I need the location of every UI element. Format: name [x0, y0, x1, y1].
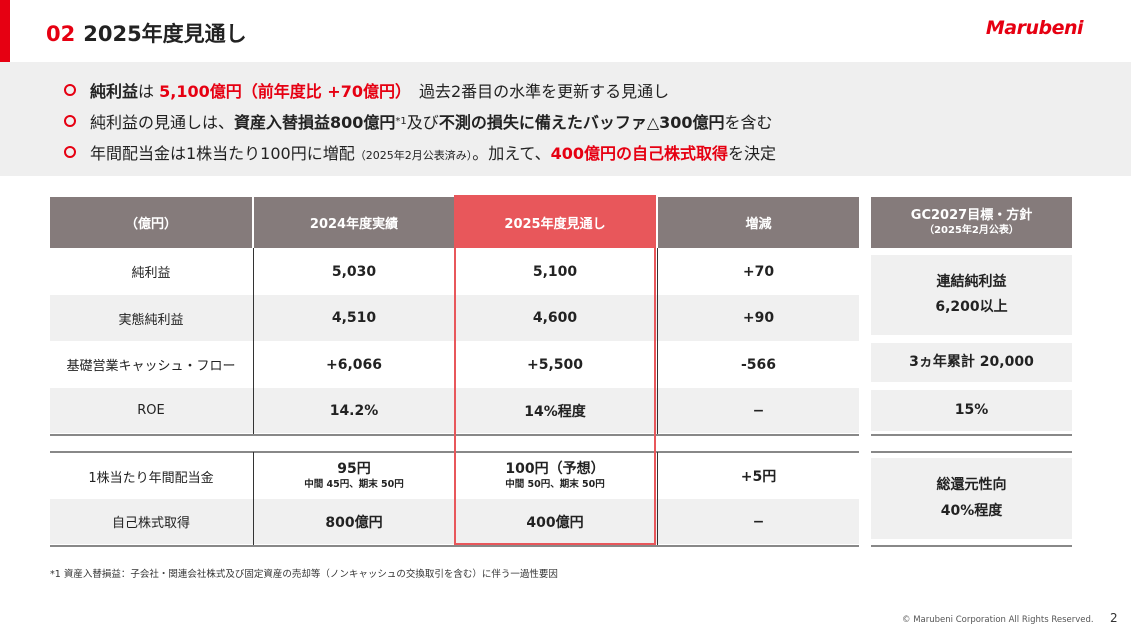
- bullet-text: を決定: [728, 144, 777, 163]
- row-label-dividend: 1株当たり年間配当金: [88, 470, 214, 486]
- gc2027-payout-value: 40%程度: [940, 502, 1003, 519]
- col-header-unit: （億円）: [50, 197, 252, 248]
- cell-fy2024: 800億円: [325, 514, 383, 531]
- bullet-emphasis: 資産入替損益800億円: [234, 113, 396, 132]
- bullet-circle-icon: [64, 84, 76, 96]
- summary-bullet-3: 年間配当金は1株当たり100円に増配（2025年2月公表済み）。加えて、400億…: [64, 140, 776, 164]
- bullet-circle-icon: [64, 146, 76, 158]
- bullet-circle-icon: [64, 115, 76, 127]
- bullet-emphasis: 不測の損失に備えたバッファ△300億円: [438, 113, 725, 132]
- summary-bullet-2: 純利益の見通しは、資産入替損益800億円*1及び不測の損失に備えたバッファ△30…: [64, 109, 773, 133]
- cell-fy2024: 5,030: [331, 263, 377, 280]
- bullet-text: 年間配当金は1株当たり100円に増配: [90, 144, 355, 163]
- cell-change: +70: [742, 263, 775, 280]
- bullet-note: （2025年2月公表済み）: [354, 149, 473, 162]
- gc2027-net-profit-box: 連結純利益 6,200以上: [871, 255, 1072, 335]
- cell-fy2025-dividend: 100円（予想） 中間 50円、期末 50円: [455, 454, 655, 498]
- cell-fy2025: 14%程度: [524, 403, 586, 420]
- bullet-text: 純利益の見通しは、: [90, 113, 235, 132]
- gc2027-payout-box: 総還元性向 40%程度: [871, 458, 1072, 539]
- row-label-cashflow: 基礎営業キャッシュ・フロー: [66, 359, 236, 374]
- gc2027-cashflow-box: 3ヵ年累計 20,000: [871, 343, 1072, 382]
- bullet-highlight: 5,100億円（前年度比 +70億円）: [159, 82, 403, 101]
- section-number: 02: [46, 22, 76, 46]
- cell-change: +5円: [740, 469, 777, 485]
- footnote: *1 資産入替損益：子会社・関連会社株式及び固定資産の売却等（ノンキャッシュの交…: [50, 569, 558, 580]
- gc2027-roe-box: 15%: [871, 390, 1072, 431]
- col-header-fy2024: 2024年度実績: [254, 197, 454, 248]
- title-accent-bar: [0, 0, 10, 62]
- page-title: 02 2025年度見通し: [46, 18, 247, 48]
- cell-change: +90: [742, 310, 775, 326]
- col-separator: [253, 452, 254, 545]
- dividend-breakdown: 中間 45円、期末 50円: [304, 478, 404, 490]
- summary-bullet-1: 純利益は 5,100億円（前年度比 +70億円） 過去2番目の水準を更新する見通…: [64, 78, 669, 102]
- title-text: 2025年度見通し: [83, 22, 247, 46]
- bullet-text: 純利益: [90, 82, 139, 101]
- col-separator: [657, 452, 658, 545]
- gc2027-header: GC2027目標・方針 （2025年2月公表）: [871, 197, 1072, 248]
- cell-change: -566: [740, 356, 777, 373]
- fy2025-highlight-frame: [454, 195, 656, 545]
- cell-fy2025: 5,100: [532, 263, 578, 280]
- col-header-fy2025: 2025年度見通し: [455, 197, 655, 248]
- row-label-core-profit: 実態純利益: [118, 312, 184, 328]
- dividend-breakdown: 中間 50円、期末 50円: [505, 478, 605, 490]
- col-header-change: 増減: [658, 197, 859, 248]
- bullet-highlight: 400億円の自己株式取得: [550, 144, 729, 163]
- col-separator: [657, 248, 658, 434]
- row-label-net-profit: 純利益: [131, 266, 171, 281]
- cell-fy2024: 4,510: [331, 310, 377, 326]
- cell-fy2025: 4,600: [532, 310, 578, 326]
- footnote-marker: *1: [395, 116, 407, 127]
- gc2027-cashflow-value: 3ヵ年累計 20,000: [909, 353, 1034, 370]
- gc2027-bottom-rule: [871, 545, 1072, 547]
- dividend-value: 95円: [337, 461, 371, 478]
- gc2027-subtitle: （2025年2月公表）: [924, 225, 1019, 237]
- gc2027-payout-label: 総還元性向: [936, 477, 1007, 494]
- dividend-value: 100円（予想）: [505, 461, 605, 478]
- cell-fy2024-dividend: 95円 中間 45円、期末 50円: [254, 454, 454, 498]
- gc2027-divider: [871, 434, 1072, 436]
- page-number: 2: [1110, 611, 1118, 625]
- gc2027-title: GC2027目標・方針: [910, 207, 1033, 223]
- bullet-text: を含む: [724, 113, 773, 132]
- cell-change: −: [752, 402, 765, 419]
- gc2027-roe-value: 15%: [954, 401, 989, 418]
- bullet-text: は: [138, 82, 160, 101]
- bullet-text: 。加えて、: [472, 144, 551, 163]
- bullet-text: 過去2番目の水準を更新する見通し: [402, 82, 670, 101]
- cell-fy2024: +6,066: [325, 356, 382, 373]
- gc2027-divider: [871, 451, 1072, 453]
- table-bottom-rule: [50, 545, 859, 547]
- cell-change: −: [752, 513, 765, 530]
- cell-fy2024: 14.2%: [329, 402, 379, 419]
- copyright: © Marubeni Corporation All Rights Reserv…: [902, 615, 1094, 625]
- gc2027-net-profit-value: 6,200以上: [935, 299, 1008, 315]
- row-label-roe: ROE: [137, 403, 165, 418]
- cell-fy2025: 400億円: [526, 514, 584, 531]
- summary-band: 純利益は 5,100億円（前年度比 +70億円） 過去2番目の水準を更新する見通…: [0, 62, 1131, 176]
- cell-fy2025: +5,500: [526, 356, 583, 373]
- gc2027-net-profit-label: 連結純利益: [936, 273, 1007, 290]
- marubeni-logo: Marubeni: [985, 17, 1084, 39]
- row-label-buyback: 自己株式取得: [111, 516, 190, 531]
- col-separator: [253, 248, 254, 434]
- bullet-text: 及び: [406, 113, 439, 132]
